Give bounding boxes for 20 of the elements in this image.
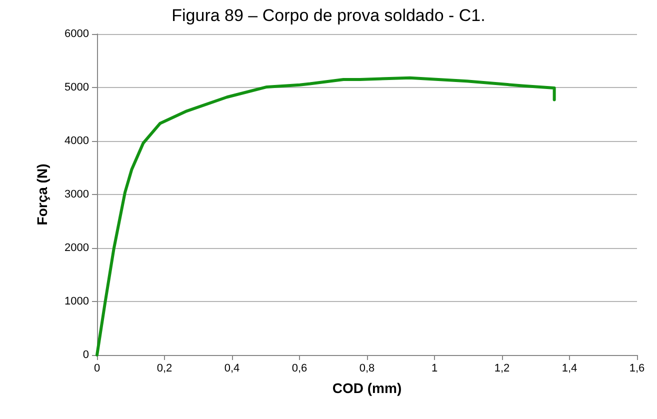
x-tick-label: 0,2 <box>156 362 172 374</box>
y-tick-label: 4000 <box>64 135 89 147</box>
chart-title: Figura 89 – Corpo de prova soldado - C1. <box>172 6 486 25</box>
line-series <box>96 76 556 356</box>
y-axis-title: Força (N) <box>34 164 50 226</box>
x-tick-label: 0,8 <box>359 362 375 374</box>
x-tick-label: 0,6 <box>292 362 308 374</box>
x-axis-title: COD (mm) <box>332 380 402 396</box>
y-tick-label: 3000 <box>64 188 89 200</box>
y-tick-label: 5000 <box>64 82 89 94</box>
y-tick-label: 2000 <box>64 242 89 254</box>
x-tick-label: 1,4 <box>562 362 578 374</box>
x-tick-label: 0 <box>94 362 100 374</box>
y-tick-label: 0 <box>82 349 89 361</box>
x-tick-label: 0,4 <box>224 362 240 374</box>
x-tick-label: 1,6 <box>629 362 645 374</box>
x-tick-label: 1 <box>431 362 438 374</box>
y-tick-label: 6000 <box>64 28 89 40</box>
x-tick-label: 1,2 <box>494 362 510 374</box>
y-tick-label: 1000 <box>64 296 89 308</box>
